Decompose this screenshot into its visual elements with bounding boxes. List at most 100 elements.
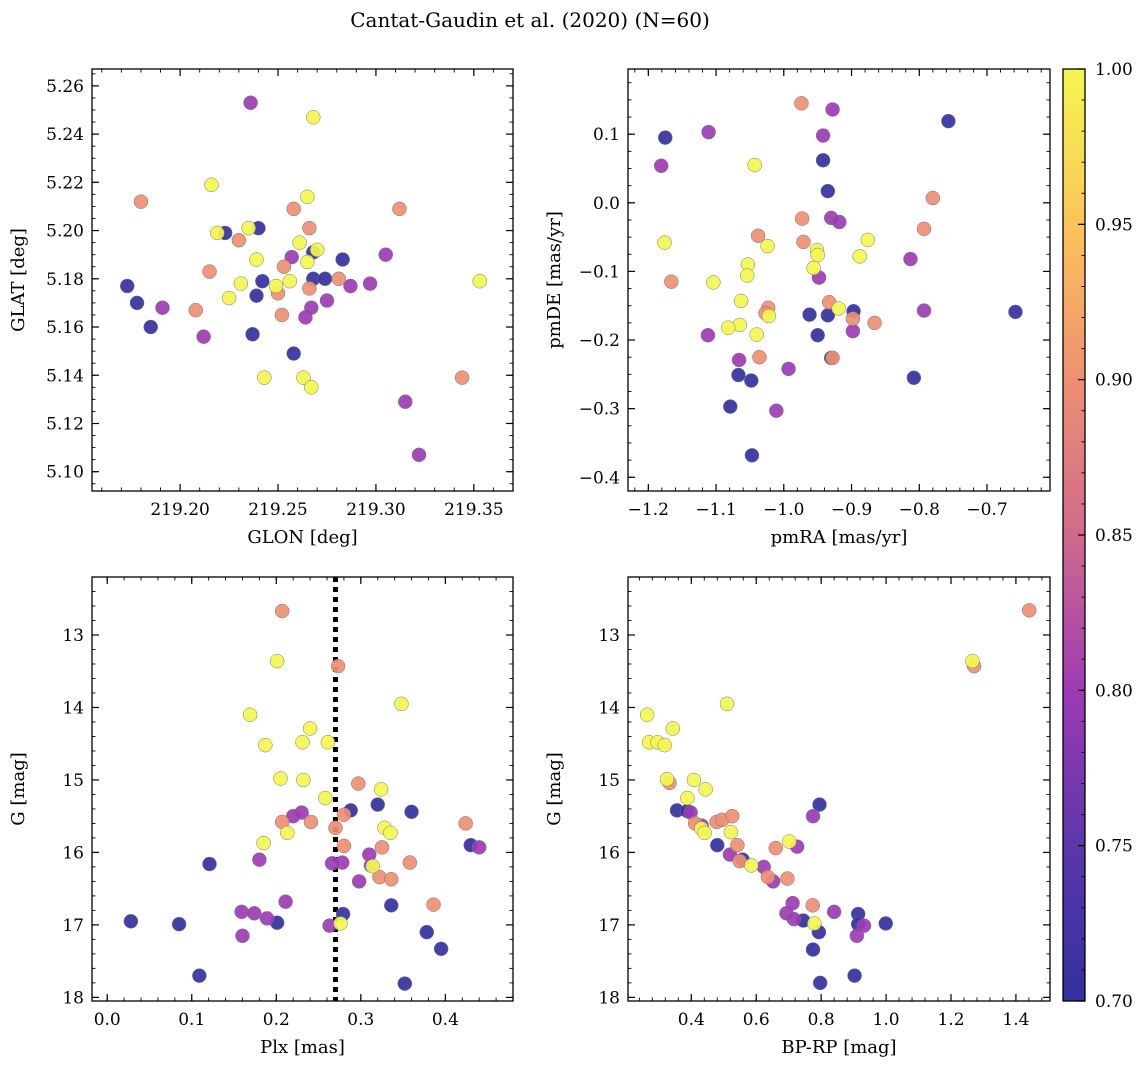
x-tick-label: 0.2 bbox=[263, 1010, 290, 1030]
x-tick-label: 0.4 bbox=[432, 1010, 459, 1030]
scatter-point bbox=[852, 249, 867, 264]
scatter-point bbox=[780, 871, 795, 886]
scatter-points bbox=[653, 96, 1023, 463]
scatter-point bbox=[761, 308, 777, 324]
scatter-point bbox=[878, 916, 893, 931]
x-tick-label: −0.9 bbox=[831, 500, 872, 520]
scatter-point bbox=[202, 264, 217, 279]
scatter-point bbox=[292, 235, 307, 250]
scatter-point bbox=[210, 225, 225, 241]
scatter-point bbox=[733, 293, 749, 309]
scatter-point bbox=[397, 976, 413, 991]
panel-glon-glat: 219.20 219.25 219.30 219.35 5.10 5.12 5.14 5.16… bbox=[8, 68, 514, 548]
scatter-point bbox=[724, 808, 740, 824]
scatter-point bbox=[319, 293, 335, 308]
scatter-point bbox=[721, 320, 736, 335]
scatter-point bbox=[810, 327, 825, 343]
scatter-point bbox=[472, 273, 487, 289]
scatter-point bbox=[805, 898, 820, 913]
y-tick-label: 0.1 bbox=[593, 125, 620, 145]
colorbar-tick-label: 1.00 bbox=[1095, 60, 1133, 80]
scatter-point bbox=[680, 790, 695, 806]
scatter-point bbox=[133, 194, 149, 209]
scatter-point bbox=[867, 315, 882, 331]
scatter-point bbox=[752, 349, 767, 365]
y-tick-label: 17 bbox=[62, 916, 84, 936]
x-tick-label: −1.1 bbox=[695, 500, 736, 520]
x-tick-label: 219.25 bbox=[248, 500, 307, 520]
scatter-point bbox=[802, 307, 817, 322]
scatter-point bbox=[723, 399, 738, 414]
scatter-point bbox=[796, 234, 811, 250]
colorbar-tick-label: 0.95 bbox=[1095, 215, 1133, 235]
colorbar-tick-label: 0.90 bbox=[1095, 371, 1133, 391]
scatter-point bbox=[831, 301, 846, 316]
y-axis-label: GLAT [deg] bbox=[8, 228, 29, 332]
scatter-point bbox=[247, 906, 262, 921]
scatter-point bbox=[123, 914, 139, 929]
y-tick-label: 15 bbox=[598, 771, 620, 791]
scatter-point bbox=[155, 300, 170, 315]
scatter-point bbox=[171, 916, 187, 932]
y-axis-label: G [mag] bbox=[8, 752, 29, 825]
scatter-point bbox=[411, 447, 427, 463]
colorbar-tick-label: 0.75 bbox=[1095, 837, 1133, 857]
scatter-point bbox=[334, 855, 350, 870]
y-tick-label: −0.1 bbox=[579, 262, 620, 282]
scatter-point bbox=[370, 797, 385, 812]
scatter-point bbox=[698, 782, 713, 797]
x-tick-label: −1.0 bbox=[763, 500, 804, 520]
scatter-point bbox=[941, 113, 956, 129]
scatter-point bbox=[657, 737, 672, 753]
y-tick-label: 5.16 bbox=[46, 318, 84, 338]
scatter-point bbox=[806, 260, 821, 276]
scatter-point bbox=[760, 238, 775, 254]
y-axis-label: pmDE [mas/yr] bbox=[544, 211, 565, 349]
scatter-point bbox=[657, 235, 672, 250]
scatter-point bbox=[402, 855, 418, 870]
scatter-point bbox=[719, 696, 735, 712]
colorbar-tick-label: 0.70 bbox=[1095, 992, 1133, 1012]
scatter-point bbox=[812, 975, 828, 991]
scatter-point bbox=[832, 214, 847, 230]
scatter-point bbox=[268, 278, 284, 294]
colorbar: 0.70 0.75 0.80 0.85 0.90 0.95 1.00 bbox=[1062, 60, 1133, 1012]
scatter-point bbox=[384, 871, 399, 887]
scatter-point bbox=[245, 327, 260, 342]
y-tick-label: 5.24 bbox=[46, 125, 84, 145]
scatter-point bbox=[392, 201, 407, 217]
scatter-point bbox=[296, 772, 311, 788]
scatter-point bbox=[243, 95, 258, 111]
scatter-point bbox=[258, 737, 273, 753]
x-tick-label: 0.1 bbox=[178, 1010, 205, 1030]
scatter-point bbox=[701, 124, 716, 140]
scatter-point bbox=[202, 856, 217, 872]
y-tick-label: 17 bbox=[598, 916, 620, 936]
scatter-point bbox=[826, 904, 842, 920]
scatter-point bbox=[426, 897, 441, 912]
scatter-point bbox=[820, 183, 836, 199]
scatter-point bbox=[730, 837, 745, 853]
scatter-point bbox=[700, 327, 716, 343]
scatter-point bbox=[302, 281, 317, 296]
x-tick-label: 0.0 bbox=[94, 1010, 121, 1030]
scatter-point bbox=[1021, 603, 1037, 618]
scatter-point bbox=[284, 249, 299, 265]
scatter-point bbox=[454, 370, 470, 385]
scatter-point bbox=[129, 295, 145, 311]
scatter-point bbox=[192, 968, 207, 983]
scatter-point bbox=[249, 288, 264, 303]
axes-frame bbox=[627, 576, 1051, 1002]
scatter-point bbox=[286, 346, 301, 361]
x-axis-label: GLON [deg] bbox=[247, 527, 357, 548]
scatter-point bbox=[234, 904, 249, 920]
scatter-point bbox=[304, 300, 319, 315]
scatter-point bbox=[653, 158, 669, 174]
scatter-point bbox=[458, 816, 473, 831]
scatter-point bbox=[825, 350, 840, 366]
scatter-point bbox=[744, 448, 760, 463]
scatter-point bbox=[309, 242, 325, 258]
scatter-point bbox=[143, 319, 158, 335]
scatter-point bbox=[317, 271, 333, 287]
